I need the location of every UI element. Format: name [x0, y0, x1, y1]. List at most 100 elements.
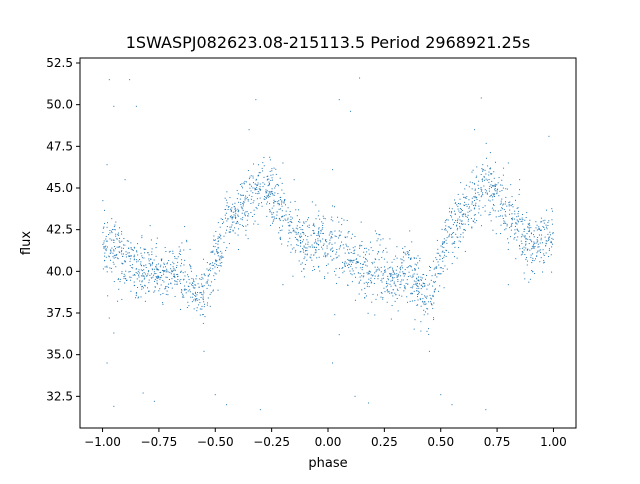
data-point: [345, 243, 347, 245]
data-point: [308, 224, 310, 226]
data-point: [115, 256, 117, 258]
data-point: [147, 252, 149, 254]
data-point: [377, 278, 379, 280]
data-point: [403, 260, 405, 262]
x-tick-label: −0.50: [197, 435, 234, 449]
data-point: [389, 273, 391, 275]
data-point: [224, 197, 226, 199]
data-point: [485, 409, 487, 411]
data-point: [323, 255, 325, 257]
data-point: [435, 267, 437, 269]
data-point: [365, 247, 367, 249]
data-point: [348, 231, 350, 233]
data-point: [131, 267, 133, 269]
data-point: [123, 277, 125, 279]
data-point: [239, 183, 241, 185]
data-point: [372, 274, 374, 276]
data-point: [226, 202, 228, 204]
data-point: [439, 258, 441, 260]
data-point: [454, 213, 456, 215]
data-point: [137, 271, 139, 273]
data-point: [315, 251, 317, 253]
data-point: [338, 334, 340, 336]
data-point: [413, 257, 415, 259]
data-point: [208, 273, 210, 275]
data-point: [173, 276, 175, 278]
data-point: [110, 267, 112, 269]
data-point: [348, 259, 350, 261]
data-point: [133, 246, 135, 248]
data-point: [125, 256, 127, 258]
data-point: [218, 237, 220, 239]
data-point: [533, 230, 535, 232]
data-point: [411, 292, 413, 294]
data-point: [516, 228, 518, 230]
data-point: [210, 292, 212, 294]
data-point: [138, 276, 140, 278]
data-point: [525, 238, 527, 240]
data-point: [300, 242, 302, 244]
data-point: [536, 255, 538, 257]
data-point: [350, 237, 352, 239]
data-point: [426, 274, 427, 276]
data-point: [532, 271, 534, 273]
data-point: [437, 252, 439, 254]
data-point: [257, 191, 259, 193]
data-point: [379, 234, 381, 236]
data-point: [260, 188, 262, 190]
data-point: [523, 246, 525, 248]
data-point: [119, 241, 121, 243]
data-point: [306, 253, 308, 255]
data-point: [528, 226, 530, 228]
data-point: [137, 254, 139, 256]
data-point: [187, 276, 189, 278]
data-point: [130, 247, 132, 249]
data-point: [504, 214, 506, 216]
data-point: [433, 268, 435, 270]
data-point: [144, 252, 146, 254]
data-point: [250, 175, 252, 177]
data-point: [417, 293, 419, 295]
data-point: [329, 239, 331, 241]
data-point: [255, 206, 257, 208]
data-point: [347, 232, 349, 234]
data-point: [290, 201, 292, 203]
data-point: [434, 289, 436, 291]
data-point: [220, 250, 222, 252]
data-point: [487, 165, 489, 167]
data-point: [372, 293, 374, 295]
data-point: [144, 300, 146, 302]
data-point: [191, 278, 193, 280]
data-point: [106, 246, 108, 248]
data-point: [492, 193, 494, 195]
data-point: [457, 193, 459, 195]
data-point: [228, 206, 230, 207]
data-point: [229, 231, 231, 233]
data-point: [245, 181, 247, 183]
data-point: [551, 246, 553, 248]
data-point: [242, 194, 244, 196]
data-point: [125, 270, 127, 272]
data-point: [414, 300, 416, 302]
data-point: [392, 295, 394, 297]
data-point: [156, 269, 158, 271]
data-point: [298, 260, 300, 262]
data-point: [290, 221, 292, 223]
data-point: [265, 189, 267, 191]
data-point: [543, 222, 545, 224]
data-point: [449, 233, 451, 235]
data-point: [297, 231, 299, 233]
data-point: [429, 283, 431, 285]
data-point: [381, 278, 383, 280]
data-point: [251, 185, 252, 187]
data-point: [121, 250, 123, 252]
data-point: [249, 184, 251, 186]
data-point: [128, 255, 130, 257]
data-point: [513, 238, 515, 240]
data-point: [526, 260, 528, 262]
data-point: [244, 197, 246, 199]
data-point: [135, 297, 137, 299]
data-point: [341, 217, 343, 219]
data-point: [537, 237, 539, 239]
data-point: [125, 251, 127, 253]
